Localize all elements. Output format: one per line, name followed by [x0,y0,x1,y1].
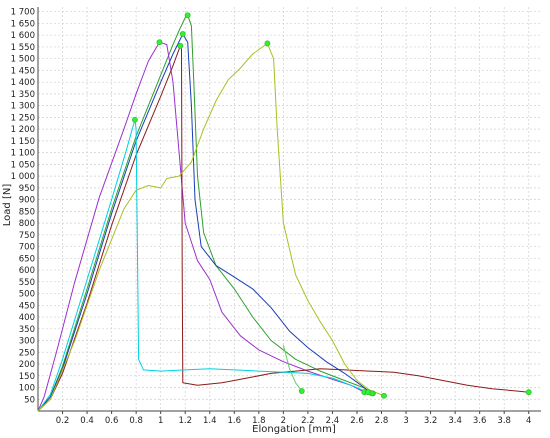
y-tick-label: 450 [19,301,35,311]
x-tick-label: 0.4 [80,416,94,426]
y-tick-label: 1 450 [11,66,35,76]
y-tick-label: 350 [19,325,35,335]
x-tick-label: 1.4 [203,416,217,426]
x-tick-label: 0.2 [56,416,70,426]
end-marker-7 [298,388,305,394]
x-tick-label: 3.4 [448,416,462,426]
y-tick-labels: 5010015020025030035040045050055060065070… [11,8,35,406]
peak-marker-1 [184,12,191,19]
series-line-2 [37,33,373,412]
y-tick-label: 600 [19,266,35,276]
series-line-1 [37,14,374,412]
series-line-7 [282,345,303,392]
x-tick-label: 2.4 [326,416,340,426]
series-line-5 [37,119,369,412]
grid [38,7,541,411]
x-tick-label: 1.6 [228,416,242,426]
y-tick-label: 1 300 [11,102,35,112]
x-tick-label: 1 [158,416,163,426]
y-tick-label: 300 [19,337,35,347]
y-tick-label: 1 250 [11,113,35,123]
y-tick-label: 400 [19,313,35,323]
x-tick-label: 2.8 [375,416,389,426]
series-markers [132,12,532,399]
series-line-4 [37,45,529,412]
y-tick-label: 200 [19,360,35,370]
y-tick-label: 100 [19,384,35,394]
y-tick-label: 1 350 [11,90,35,100]
peak-marker-6 [264,40,271,47]
y-tick-label: 650 [19,254,35,264]
x-tick-label: 2.6 [350,416,364,426]
x-axis-title: Elongation [mm] [252,424,336,435]
peak-marker-2 [179,31,186,37]
y-tick-label: 1 400 [11,78,35,88]
y-tick-label: 1 650 [11,19,35,29]
peak-marker-4 [177,42,184,49]
x-tick-label: 4 [526,416,531,426]
y-tick-label: 1 050 [11,160,35,170]
axes [37,7,541,414]
y-tick-label: 1 550 [11,43,35,53]
y-tick-label: 1 600 [11,31,35,41]
x-tick-label: 3.6 [473,416,487,426]
x-tick-label: 3.2 [424,416,438,426]
x-tick-label: 0.8 [129,416,143,426]
series-line-6 [37,42,385,412]
x-tick-label: 1.2 [178,416,192,426]
y-tick-label: 1 000 [11,172,35,182]
x-tick-label: 2 [281,416,286,426]
x-tick-label: 2.2 [301,416,315,426]
y-tick-label: 1 700 [11,8,35,18]
end-marker-5 [365,389,371,396]
y-tick-label: 700 [19,243,35,253]
y-tick-label: 800 [19,219,35,229]
y-tick-label: 550 [19,278,35,288]
y-tick-label: 750 [19,231,35,241]
y-tick-label: 1 500 [11,55,35,65]
end-marker-6 [381,392,387,399]
series-lines [37,14,529,412]
y-tick-label: 150 [19,372,35,382]
x-tick-label: 1.8 [252,416,266,426]
series-line-3 [37,41,365,412]
peak-marker-5 [132,116,138,123]
y-tick-label: 250 [19,348,35,358]
y-tick-label: 500 [19,290,35,300]
x-tick-label: 0.6 [105,416,119,426]
peak-marker-3 [156,39,163,46]
y-tick-label: 50 [24,395,35,405]
y-tick-label: 1 200 [11,125,35,135]
x-tick-label: 3.8 [497,416,511,426]
y-tick-label: 950 [19,184,35,194]
y-axis-title: Load [N] [2,184,13,227]
end-marker-4 [525,389,532,396]
y-tick-label: 1 100 [11,149,35,159]
y-tick-label: 900 [19,196,35,206]
y-tick-label: 1 150 [11,137,35,147]
x-tick-label: 3 [403,416,408,426]
x-tick-labels: 0.2 0.4 0.6 0.8 1 1.2 1.4 1.6 1.8 2 2.2 2.4 2.6 2.8 3 3… [56,416,532,426]
y-tick-label: 850 [19,207,35,217]
